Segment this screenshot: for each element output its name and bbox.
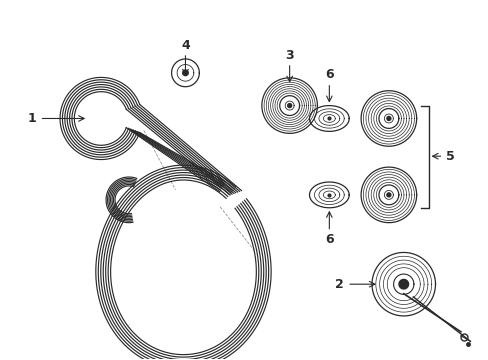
Polygon shape [386,193,390,197]
Polygon shape [398,279,407,289]
Text: 1: 1 [27,112,36,125]
Text: 6: 6 [325,68,333,81]
Text: 3: 3 [285,49,293,63]
Text: 5: 5 [445,150,454,163]
Polygon shape [183,70,188,76]
Text: 6: 6 [325,233,333,246]
Text: 4: 4 [181,39,189,51]
Polygon shape [287,104,291,108]
Text: 2: 2 [334,278,343,291]
Polygon shape [386,117,390,121]
